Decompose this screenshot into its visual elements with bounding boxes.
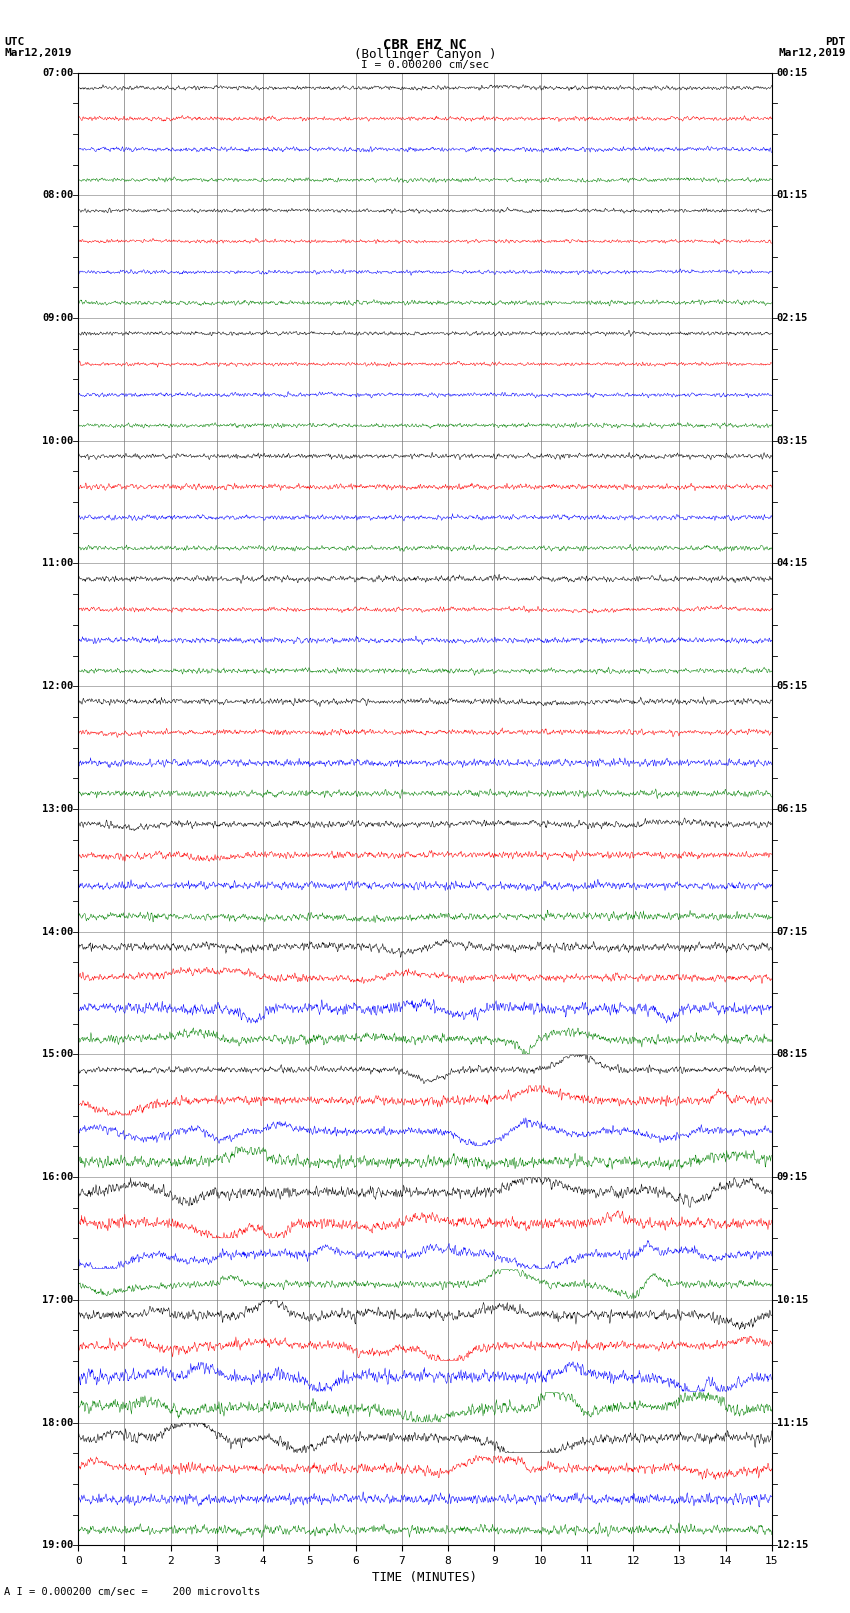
Text: Mar12,2019: Mar12,2019 xyxy=(779,48,846,58)
Text: 04:15: 04:15 xyxy=(777,558,807,568)
Text: I = 0.000200 cm/sec: I = 0.000200 cm/sec xyxy=(361,60,489,69)
Text: 11:15: 11:15 xyxy=(777,1418,807,1428)
Text: 08:15: 08:15 xyxy=(777,1050,807,1060)
Text: 10:15: 10:15 xyxy=(777,1295,807,1305)
Text: 03:15: 03:15 xyxy=(777,436,807,445)
Text: 12:00: 12:00 xyxy=(42,681,73,692)
Text: 07:15: 07:15 xyxy=(777,926,807,937)
Text: CBR EHZ NC: CBR EHZ NC xyxy=(383,37,467,52)
Text: 15:00: 15:00 xyxy=(42,1050,73,1060)
Text: 09:15: 09:15 xyxy=(777,1173,807,1182)
Text: 05:15: 05:15 xyxy=(777,681,807,692)
Text: 08:00: 08:00 xyxy=(42,190,73,200)
Text: 10:00: 10:00 xyxy=(42,436,73,445)
Text: 12:15: 12:15 xyxy=(777,1540,807,1550)
X-axis label: TIME (MINUTES): TIME (MINUTES) xyxy=(372,1571,478,1584)
Text: Mar12,2019: Mar12,2019 xyxy=(4,48,71,58)
Text: 14:00: 14:00 xyxy=(42,926,73,937)
Text: 17:00: 17:00 xyxy=(42,1295,73,1305)
Text: 07:00: 07:00 xyxy=(42,68,73,77)
Text: A I = 0.000200 cm/sec =    200 microvolts: A I = 0.000200 cm/sec = 200 microvolts xyxy=(4,1587,260,1597)
Text: 09:00: 09:00 xyxy=(42,313,73,323)
Text: 06:15: 06:15 xyxy=(777,803,807,815)
Text: UTC: UTC xyxy=(4,37,25,47)
Text: 02:15: 02:15 xyxy=(777,313,807,323)
Text: 19:00: 19:00 xyxy=(42,1540,73,1550)
Text: 13:00: 13:00 xyxy=(42,803,73,815)
Text: PDT: PDT xyxy=(825,37,846,47)
Text: 00:15: 00:15 xyxy=(777,68,807,77)
Text: 18:00: 18:00 xyxy=(42,1418,73,1428)
Text: 01:15: 01:15 xyxy=(777,190,807,200)
Text: (Bollinger Canyon ): (Bollinger Canyon ) xyxy=(354,48,496,61)
Text: 11:00: 11:00 xyxy=(42,558,73,568)
Text: 16:00: 16:00 xyxy=(42,1173,73,1182)
